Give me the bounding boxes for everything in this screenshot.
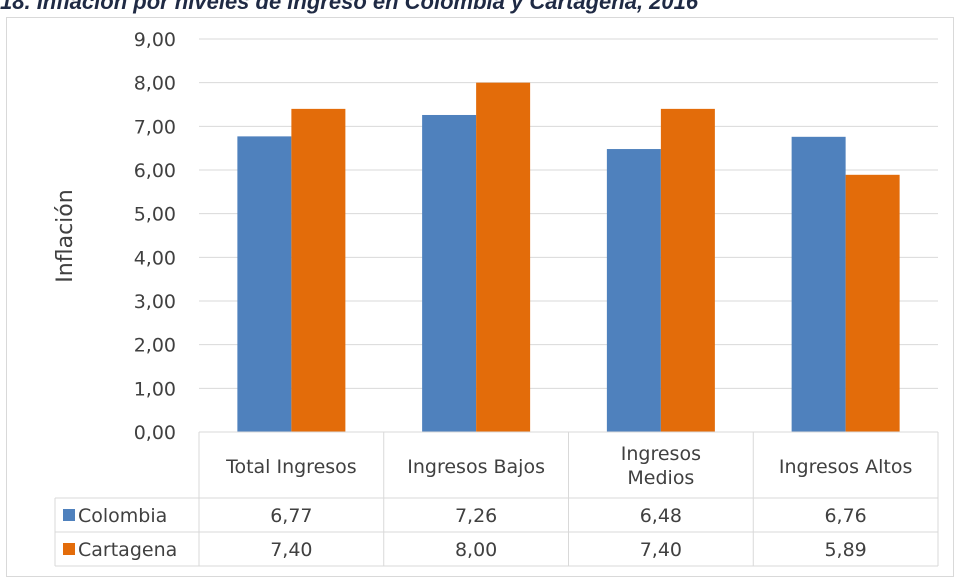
x-category-label: Ingresos Medios (621, 443, 701, 489)
data-label: 7,40 (270, 539, 312, 561)
bar-cartagena-2 (660, 108, 715, 432)
y-tick-label: 2,00 (134, 335, 176, 357)
bar-cartagena-0 (291, 108, 346, 432)
data-label: 8,00 (455, 539, 497, 561)
legend-label-colombia: Colombia (78, 505, 167, 527)
x-category-label: Total Ingresos (225, 456, 357, 478)
bar-colombia-0 (237, 136, 292, 433)
x-category-label: Ingresos Bajos (407, 456, 545, 478)
y-tick-label: 9,00 (134, 29, 176, 51)
bar-cartagena-1 (476, 82, 531, 433)
y-tick-label: 8,00 (134, 73, 176, 95)
x-category-label: Ingresos Altos (779, 456, 913, 478)
data-label: 6,48 (640, 505, 682, 527)
bar-cartagena-3 (845, 174, 900, 432)
data-label: 7,40 (640, 539, 682, 561)
y-tick-label: 3,00 (134, 291, 176, 313)
legend-key-cartagena (63, 543, 75, 555)
bar-colombia-2 (606, 149, 661, 433)
legend-label-cartagena: Cartagena (78, 539, 177, 561)
y-tick-label: 7,00 (134, 116, 176, 138)
y-axis-label: Inflación (53, 189, 78, 282)
data-label: 6,76 (824, 505, 866, 527)
y-tick-label: 5,00 (134, 204, 176, 226)
bar-colombia-3 (791, 136, 846, 432)
data-label: 6,77 (270, 505, 312, 527)
bar-colombia-1 (422, 114, 477, 432)
data-label: 5,89 (824, 539, 866, 561)
y-tick-label: 4,00 (134, 247, 176, 269)
legend-key-colombia (63, 509, 75, 521)
y-tick-label: 6,00 (134, 160, 176, 182)
y-tick-label: 0,00 (134, 422, 176, 444)
y-tick-label: 1,00 (134, 378, 176, 400)
chart-title: 18. Inflación por niveles de ingreso en … (0, 0, 699, 14)
data-label: 7,26 (455, 505, 497, 527)
